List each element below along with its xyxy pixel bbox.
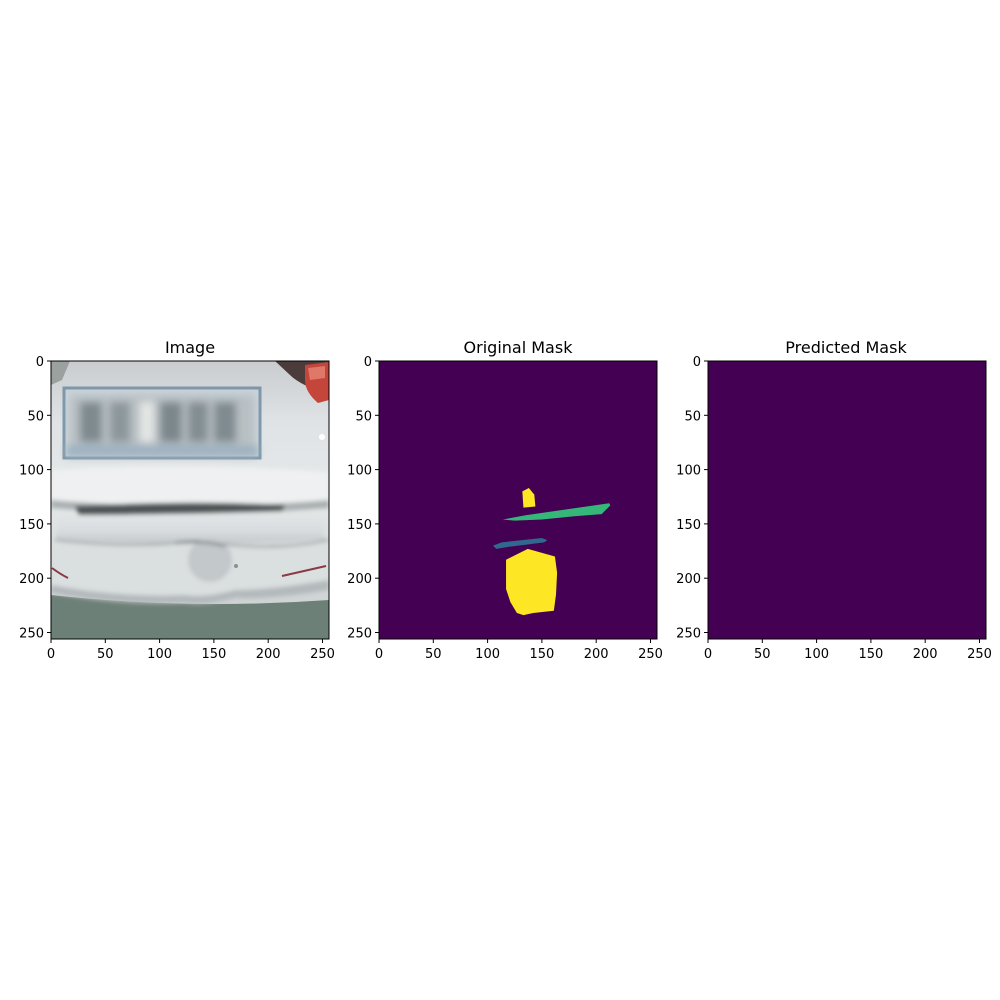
- axes-frame: [378, 360, 658, 640]
- x-tick-label: 250: [638, 647, 663, 662]
- mask-regions: [493, 488, 611, 616]
- x-tick-label: 50: [97, 647, 114, 662]
- mask-region: [493, 538, 548, 549]
- x-tick-label: 0: [47, 647, 55, 662]
- x-tick-label: 50: [425, 647, 442, 662]
- x-tick-label: 100: [804, 647, 829, 662]
- car-photo: [51, 361, 329, 639]
- x-tick-label: 100: [147, 647, 172, 662]
- x-tick-label: 200: [584, 647, 609, 662]
- y-tick-label: 200: [347, 572, 372, 587]
- y-tick-label: 150: [676, 518, 701, 533]
- x-tick-label: 250: [967, 647, 992, 662]
- y-tick-label: 50: [684, 409, 701, 424]
- predicted-mask-panel: Predicted Mask 0 50 100 150 200 2500501001502…: [676, 338, 992, 662]
- y-tick-label: 50: [355, 409, 372, 424]
- x-tick-label: 0: [375, 647, 383, 662]
- y-tick-label: 200: [676, 572, 701, 587]
- y-tick-label: 150: [347, 518, 372, 533]
- mask-region: [522, 488, 536, 508]
- y-tick-label: 100: [676, 464, 701, 479]
- panel-title: Image: [165, 338, 215, 357]
- x-tick-label: 150: [858, 647, 883, 662]
- mask-region: [502, 503, 611, 521]
- y-tick-label: 100: [347, 464, 372, 479]
- y-tick-label: 0: [364, 355, 372, 370]
- axes-frame: [50, 360, 330, 640]
- mask-region: [506, 548, 558, 616]
- x-tick-label: 200: [256, 647, 281, 662]
- y-tick-label: 100: [19, 464, 44, 479]
- x-tick-label: 100: [475, 647, 500, 662]
- x-tick-label: 50: [754, 647, 771, 662]
- y-tick-label: 50: [27, 409, 44, 424]
- panel-title: Predicted Mask: [785, 338, 907, 357]
- x-tick-label: 250: [310, 647, 335, 662]
- x-tick-label: 150: [201, 647, 226, 662]
- y-tick-label: 0: [36, 355, 44, 370]
- x-tick-label: 150: [529, 647, 554, 662]
- y-tick-label: 0: [693, 355, 701, 370]
- x-tick-label: 200: [913, 647, 938, 662]
- mask-background: [708, 361, 986, 639]
- image-panel: Image: [19, 338, 335, 662]
- y-tick-label: 250: [676, 626, 701, 641]
- y-tick-label: 250: [19, 626, 44, 641]
- panel-title: Original Mask: [464, 338, 574, 357]
- y-tick-label: 250: [347, 626, 372, 641]
- y-tick-label: 200: [19, 572, 44, 587]
- original-mask-panel: Original Mask 0 50 100 150 200 25005010015020…: [347, 338, 663, 662]
- axes-frame: [707, 360, 987, 640]
- y-tick-label: 150: [19, 518, 44, 533]
- x-tick-label: 0: [704, 647, 712, 662]
